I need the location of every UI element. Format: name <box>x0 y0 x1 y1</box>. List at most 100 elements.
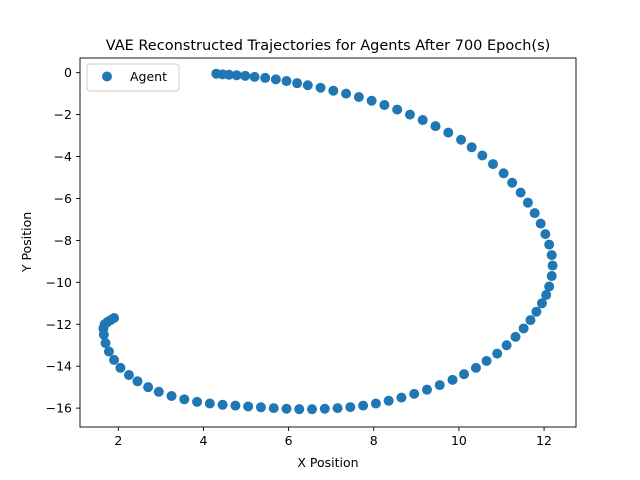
data-point <box>522 197 533 208</box>
data-point <box>535 218 546 229</box>
data-point <box>109 354 120 365</box>
data-point <box>249 71 260 82</box>
data-point <box>328 85 339 96</box>
data-point <box>507 177 518 188</box>
data-point <box>302 80 313 91</box>
y-tick-label: −6 <box>54 191 72 206</box>
data-point <box>143 382 154 393</box>
data-point <box>421 384 432 395</box>
x-tick-label: 6 <box>285 433 293 448</box>
data-point <box>153 386 164 397</box>
x-axis-label: X Position <box>297 455 358 470</box>
data-point <box>547 260 558 271</box>
data-point <box>132 376 143 387</box>
data-point <box>544 239 555 250</box>
y-tick-label: −14 <box>46 359 72 374</box>
data-point <box>498 168 509 179</box>
legend: Agent <box>86 63 180 92</box>
data-point <box>487 159 498 170</box>
legend-box <box>86 63 180 92</box>
data-point <box>430 121 441 132</box>
y-axis-ticks: 0 −2 −4 −6 −8 −10 −12 −14 −16 <box>46 65 80 416</box>
data-point <box>217 399 228 410</box>
data-point <box>501 340 512 351</box>
y-tick-label: −10 <box>46 275 72 290</box>
data-point <box>115 362 126 373</box>
x-tick-label: 2 <box>114 433 122 448</box>
data-point <box>510 331 521 342</box>
data-point <box>345 402 356 413</box>
data-point <box>366 95 377 106</box>
data-point <box>192 396 203 407</box>
legend-marker <box>102 71 112 82</box>
data-point <box>231 70 242 81</box>
data-point <box>100 338 111 349</box>
x-tick-label: 4 <box>199 433 207 448</box>
data-point <box>417 115 428 126</box>
data-point <box>307 404 318 415</box>
data-point <box>525 315 536 326</box>
y-tick-label: −4 <box>54 149 72 164</box>
x-tick-label: 12 <box>536 433 552 448</box>
data-point <box>166 390 177 401</box>
y-tick-label: −2 <box>54 107 72 122</box>
y-tick-label: −12 <box>46 317 72 332</box>
data-point <box>179 394 190 405</box>
data-point <box>268 403 279 414</box>
data-point <box>515 187 526 198</box>
data-point <box>392 104 403 115</box>
data-point <box>370 398 381 409</box>
data-point <box>109 312 120 323</box>
x-tick-label: 8 <box>370 433 378 448</box>
data-point <box>123 370 134 380</box>
data-point <box>281 76 292 87</box>
data-point <box>383 395 394 406</box>
data-point <box>481 355 492 366</box>
data-point <box>443 127 454 138</box>
plot-frame <box>79 57 577 428</box>
data-point <box>434 380 445 391</box>
y-tick-label: −8 <box>54 233 72 248</box>
data-point <box>243 401 254 412</box>
data-point <box>224 69 235 80</box>
y-tick-label: 0 <box>64 65 72 80</box>
data-point <box>540 229 551 240</box>
data-point <box>529 208 540 219</box>
data-point <box>358 400 369 411</box>
data-point <box>204 398 215 409</box>
data-point <box>544 281 555 292</box>
data-point <box>379 99 390 110</box>
data-point <box>459 369 470 380</box>
data-point <box>470 362 481 373</box>
data-point <box>315 82 326 93</box>
data-point <box>292 78 303 89</box>
data-point <box>240 70 251 81</box>
data-point <box>447 374 458 385</box>
x-axis-ticks: 2 4 6 8 10 12 <box>114 427 552 448</box>
data-point <box>332 403 343 414</box>
data-point <box>319 403 330 414</box>
data-point <box>294 404 305 415</box>
data-point <box>404 109 415 120</box>
data-points <box>98 68 558 415</box>
x-tick-label: 10 <box>451 433 467 448</box>
data-point <box>270 74 281 85</box>
legend-label: Agent <box>130 69 167 84</box>
data-point <box>546 271 557 282</box>
data-point <box>409 388 420 399</box>
data-point <box>260 72 271 83</box>
data-point <box>546 250 557 261</box>
data-point <box>536 298 547 309</box>
data-point <box>353 92 364 102</box>
data-point <box>281 403 292 414</box>
data-point <box>492 348 503 359</box>
data-point <box>255 402 266 413</box>
data-point <box>466 142 477 153</box>
data-point <box>230 400 241 411</box>
data-point <box>396 392 407 403</box>
data-point <box>531 306 542 317</box>
chart-title: VAE Reconstructed Trajectories for Agent… <box>106 38 551 54</box>
data-point <box>456 134 467 145</box>
data-point <box>341 88 352 99</box>
